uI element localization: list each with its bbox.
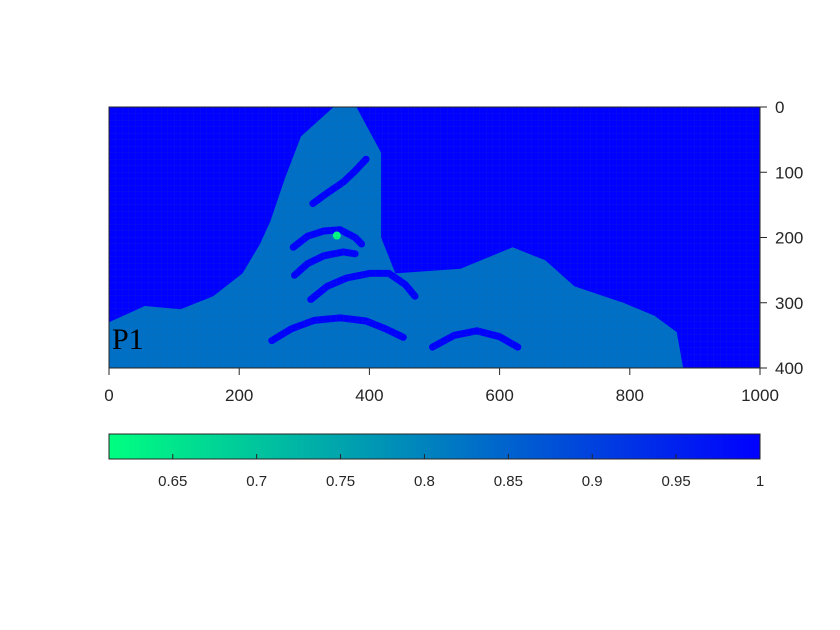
heatmap-grid	[109, 107, 760, 368]
y-axis: 0 100 200 300 400	[759, 98, 803, 378]
colorbar-ticks: 0.65 0.7 0.75 0.8 0.85 0.9 0.95 1	[158, 454, 764, 490]
heatmap-plot-area	[108, 106, 761, 369]
y-tick-label-4: 400	[775, 359, 803, 378]
colorbar-tick-label-5: 0.9	[582, 473, 603, 490]
x-tick-label-1: 200	[225, 386, 253, 405]
annotation-p1: P1	[112, 323, 144, 356]
x-tick-label-3: 600	[485, 386, 513, 405]
colorbar-tick-label-2: 0.75	[326, 473, 355, 490]
colorbar-tick-label-1: 0.7	[246, 473, 267, 490]
colorbar-border	[108, 433, 761, 460]
colorbar-tick-label-7: 1	[756, 473, 764, 490]
y-tick-label-0: 0	[775, 98, 784, 117]
x-tick-label-0: 0	[104, 386, 113, 405]
x-tick-label-5: 1000	[741, 386, 779, 405]
x-axis: 0 200 400 600 800 1000	[104, 367, 779, 405]
colorbar-tick-label-6: 0.95	[662, 473, 691, 490]
colorbar-tick-label-0: 0.65	[158, 473, 187, 490]
x-tick-label-2: 400	[355, 386, 383, 405]
colorbar: 0.65 0.7 0.75 0.8 0.85 0.9 0.95 1	[108, 433, 764, 490]
y-tick-label-1: 100	[775, 163, 803, 182]
colorbar-tick-label-4: 0.85	[494, 473, 523, 490]
x-tick-label-4: 800	[616, 386, 644, 405]
colorbar-tick-label-3: 0.8	[414, 473, 435, 490]
y-tick-label-3: 300	[775, 294, 803, 313]
y-tick-label-2: 200	[775, 229, 803, 248]
colorbar-gradient	[109, 434, 760, 459]
